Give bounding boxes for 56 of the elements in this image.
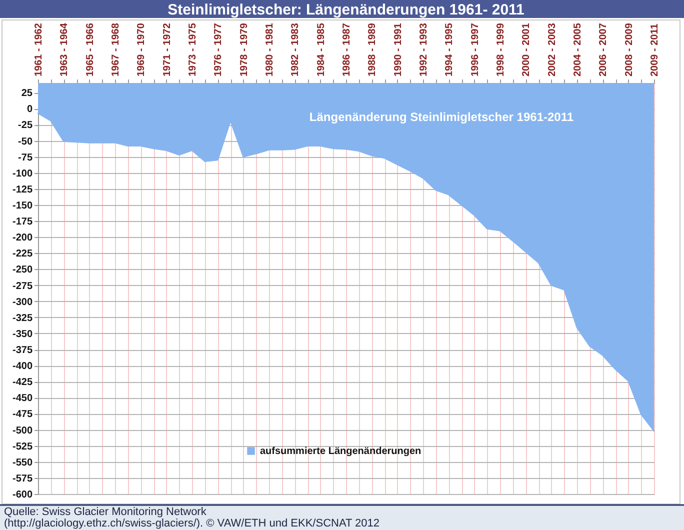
x-tick-label: 2009 - 2011 xyxy=(650,23,660,76)
y-tick-label: 25 xyxy=(21,88,33,100)
x-tick-label: 1998 - 1999 xyxy=(496,22,506,76)
x-tick-label: 2008 - 2009 xyxy=(624,22,635,76)
y-tick-label: -300 xyxy=(12,296,33,308)
y-tick-label: -150 xyxy=(12,200,33,212)
y-tick-label: -400 xyxy=(12,361,33,372)
x-tick-label: 1990 - 1991 xyxy=(392,22,404,76)
x-tick-label: 2006 - 2007 xyxy=(598,22,610,76)
y-tick-label: -125 xyxy=(12,184,33,196)
x-tick-label: 1980 - 1981 xyxy=(264,22,276,76)
y-tick-label: -75 xyxy=(18,152,33,164)
y-tick-label: -350 xyxy=(12,328,33,340)
x-tick-label: 1965 - 1966 xyxy=(84,22,96,76)
x-tick-label: 1994 - 1995 xyxy=(444,22,456,76)
y-tick-label: -250 xyxy=(12,264,33,276)
source-note: Quelle: Swiss Glacier Monitoring Network xyxy=(4,506,207,518)
y-tick-label: -500 xyxy=(12,425,33,436)
x-tick-label: 1967 - 1968 xyxy=(110,22,122,76)
x-tick-label: 1988 - 1989 xyxy=(367,22,378,76)
y-tick-label: -475 xyxy=(12,409,33,420)
x-tick-label: 1971 - 1972 xyxy=(162,22,173,76)
y-tick-label: -525 xyxy=(12,441,33,452)
chart-title: Steinlimigletscher: Längenänderungen 1961- 2011 xyxy=(168,2,524,18)
y-tick-label: -25 xyxy=(18,120,33,132)
x-tick-label: 1969 - 1970 xyxy=(136,22,148,76)
y-tick-label: -450 xyxy=(12,393,33,404)
y-tick-label: -275 xyxy=(12,280,33,292)
text: (http://glaciology.ethz.ch/swiss-glaciers/). © VAW/ETH und EKK/SCNAT 2012 xyxy=(4,518,380,530)
x-tick-label: 2004 - 2005 xyxy=(572,22,584,76)
x-tick-label: 1973 - 1975 xyxy=(188,22,198,76)
x-tick-label: 1984 - 1985 xyxy=(316,22,327,76)
y-tick-label: -225 xyxy=(12,248,33,260)
x-tick-label: 1963 - 1964 xyxy=(59,22,70,76)
y-tick-label: -50 xyxy=(18,136,33,148)
x-tick-label: 1961 - 1962 xyxy=(34,22,44,76)
x-tick-label: 1996 - 1997 xyxy=(470,22,481,76)
x-tick-label: 1976 - 1977 xyxy=(213,22,224,76)
x-tick-label: 1978 - 1979 xyxy=(238,22,250,76)
legend-label: aufsummierte Längenänderungen xyxy=(260,446,422,457)
y-tick-label: 0 xyxy=(26,104,33,116)
x-tick-label: 1986 - 1987 xyxy=(342,22,352,76)
x-tick-label: 2002 - 2003 xyxy=(546,22,558,76)
y-tick-label: -425 xyxy=(12,377,33,388)
y-tick-label: -375 xyxy=(12,345,33,356)
y-tick-label: -575 xyxy=(12,473,33,484)
x-tick-label: 2000 - 2001 xyxy=(521,22,532,76)
x-tick-label: 1992 - 1993 xyxy=(418,22,430,76)
y-tick-label: -200 xyxy=(12,232,33,244)
x-tick-label: 1982 - 1983 xyxy=(290,22,302,76)
y-tick-label: -100 xyxy=(12,168,33,180)
y-tick-label: -550 xyxy=(12,457,33,468)
y-tick-label: -600 xyxy=(12,490,33,500)
y-tick-label: -325 xyxy=(12,312,33,324)
annotation: Längenänderung Steinlimigletscher 1961-2011 xyxy=(309,110,574,124)
y-tick-label: -175 xyxy=(12,216,33,228)
